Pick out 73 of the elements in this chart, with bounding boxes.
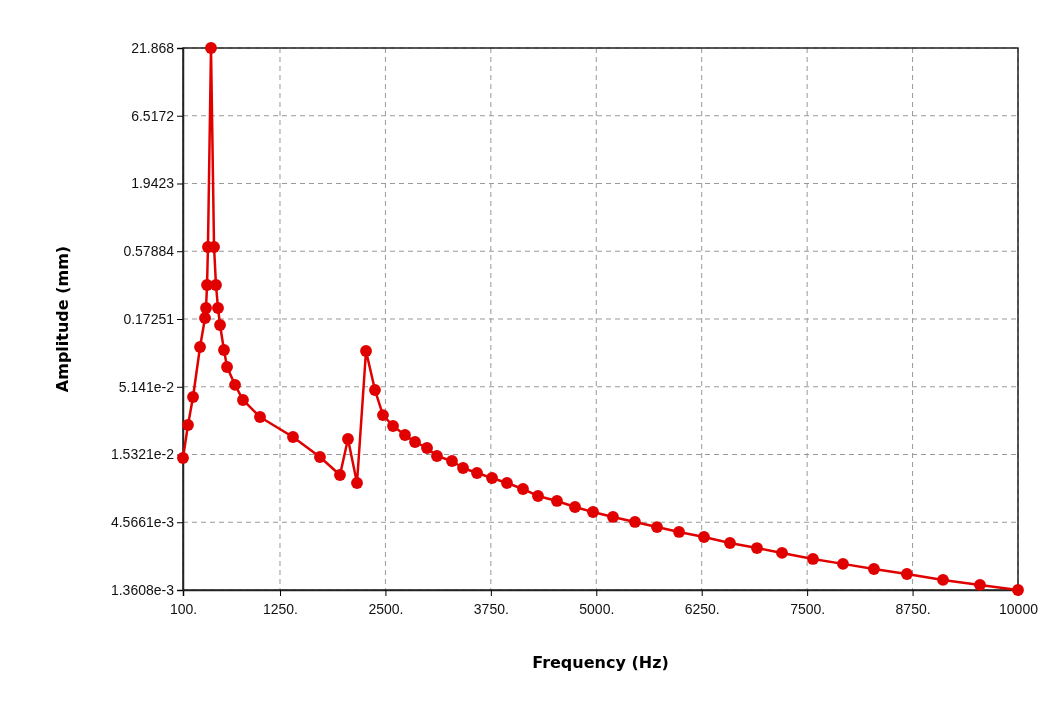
point	[360, 345, 372, 357]
point	[551, 495, 563, 507]
point	[369, 384, 381, 396]
point	[486, 472, 498, 484]
point	[776, 547, 788, 559]
x-tick-label: 8750.	[895, 601, 931, 618]
x-tick-label: 100.	[169, 601, 198, 618]
point	[254, 411, 266, 423]
point	[409, 436, 421, 448]
point	[673, 526, 685, 538]
point	[399, 429, 411, 441]
point	[351, 477, 363, 489]
point	[517, 483, 529, 495]
point	[210, 279, 222, 291]
point	[387, 420, 399, 432]
point	[421, 442, 433, 454]
x-tick-label: 6250.	[684, 601, 720, 618]
point	[471, 467, 483, 479]
x-tick-label: 2500.	[368, 601, 404, 618]
x-tick-label: 5000.	[579, 601, 615, 618]
y-tick-label: 1.5321e-2	[110, 446, 175, 463]
point	[221, 361, 233, 373]
point	[287, 431, 299, 443]
point	[974, 579, 986, 591]
point	[237, 394, 249, 406]
point	[569, 501, 581, 513]
point	[651, 521, 663, 533]
point	[177, 452, 189, 464]
x-tick-label: 10000	[999, 601, 1039, 618]
y-tick-label: 1.3608e-3	[110, 581, 175, 598]
point	[187, 391, 199, 403]
point	[937, 573, 949, 586]
point	[214, 319, 226, 331]
point	[229, 379, 241, 391]
y-tick-label: 1.9423	[131, 175, 175, 192]
point	[457, 462, 469, 474]
point	[501, 477, 513, 489]
y-tick-label: 21.868	[131, 39, 175, 56]
point	[334, 469, 346, 481]
point	[218, 344, 230, 356]
y-tick-label: 5.141e-2	[118, 378, 175, 395]
point	[314, 451, 326, 463]
point	[532, 490, 544, 502]
x-axis-title: Frequency (Hz)	[532, 653, 669, 672]
point	[807, 553, 819, 565]
x-tick-label: 3750.	[473, 601, 509, 618]
point	[205, 42, 217, 54]
point	[587, 506, 599, 518]
y-tick-label: 6.5172	[131, 107, 175, 124]
point	[1012, 584, 1024, 596]
point	[724, 537, 736, 549]
point	[607, 511, 619, 523]
x-tick-label: 7500.	[790, 601, 826, 618]
point	[629, 516, 641, 528]
point	[377, 409, 389, 421]
point	[431, 450, 443, 462]
point	[446, 455, 458, 467]
point	[199, 312, 211, 324]
point	[212, 302, 224, 314]
point	[901, 568, 913, 580]
x-tick-label: 1250.	[262, 601, 299, 618]
point	[200, 302, 212, 314]
point	[698, 531, 710, 543]
y-tick-label: 0.57884	[123, 243, 175, 260]
y-axis-title: Amplitude (mm)	[53, 245, 72, 393]
point	[342, 433, 354, 445]
point	[868, 563, 880, 575]
y-tick-label: 4.5661e-3	[110, 514, 175, 531]
point	[837, 557, 849, 570]
point	[751, 542, 763, 554]
y-tick-label: 0.17251	[123, 310, 175, 327]
point	[182, 419, 194, 431]
point	[194, 341, 206, 353]
